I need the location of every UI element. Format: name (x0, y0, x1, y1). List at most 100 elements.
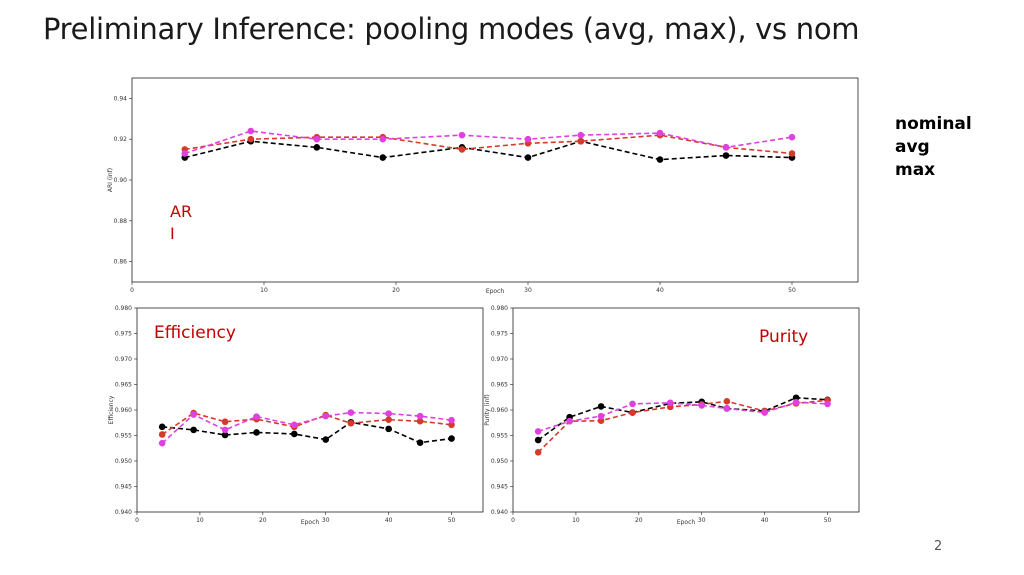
legend-max: max (895, 160, 936, 180)
efficiency-ylabel: Efficiency (108, 395, 115, 424)
purity-ytick-label: 0.980 (491, 305, 508, 312)
purity-ytick-label: 0.945 (491, 484, 508, 491)
efficiency-ytick-label: 0.945 (115, 484, 132, 491)
purity-chart: 0 10 20 30 40 50 0.940 0.945 0.950 0.955 0.960 0.96… (484, 302, 864, 530)
ari-line-avg (184, 130, 793, 155)
ari-point-max (458, 146, 466, 153)
purity-ytick-label: 0.960 (491, 407, 508, 414)
efficiency-ytick-label: 0.955 (115, 433, 132, 440)
ari-xtick-label: 50 (788, 287, 796, 294)
purity-point-max (534, 449, 542, 456)
purity-point-nominal (597, 403, 605, 410)
efficiency-point-nominal (253, 429, 260, 436)
efficiency-ytick-label: 0.980 (115, 305, 132, 312)
efficiency-ytick-label: 0.960 (115, 407, 132, 414)
efficiency-point-nominal (158, 423, 166, 431)
ari-point-avg (247, 127, 255, 135)
ari-point-max (577, 137, 585, 145)
ari-ytick-label: 0.86 (114, 259, 128, 266)
purity-point-avg (566, 417, 573, 425)
purity-point-avg (666, 399, 674, 407)
efficiency-label: Efficiency (154, 323, 236, 343)
efficiency-point-max (347, 419, 355, 427)
ari-ytick-label: 0.92 (114, 136, 128, 143)
efficiency-ytick-label: 0.965 (115, 382, 132, 389)
purity-svg: 0 10 20 30 40 50 0.940 0.945 0.950 0.955 0.960 0.96… (484, 305, 860, 526)
efficiency-point-nominal (385, 425, 392, 433)
ari-point-avg (313, 135, 321, 143)
legend: nominal avg max (895, 113, 972, 182)
purity-point-max (629, 409, 636, 416)
efficiency-point-avg (385, 410, 392, 417)
efficiency-ytick-label: 0.950 (115, 458, 132, 465)
efficiency-xtick-label: 10 (196, 517, 204, 524)
purity-ylabel: Purity (inf) (484, 394, 491, 426)
purity-point-avg (761, 409, 768, 416)
efficiency-xtick-label: 0 (135, 517, 139, 524)
purity-point-avg (597, 412, 605, 420)
legend-nominal: nominal (895, 114, 972, 134)
ari-svg: 0 10 20 30 40 50 0.86 0.88 0.90 0.92 0.94 Epoch ARI … (107, 77, 859, 295)
efficiency-point-nominal (290, 430, 298, 438)
efficiency-point-nominal (448, 435, 455, 442)
purity-xlabel: Epoch (677, 519, 696, 526)
ari-point-nominal (524, 154, 532, 161)
efficiency-xtick-label: 20 (259, 517, 267, 524)
purity-point-avg (723, 405, 731, 412)
ari-ylabel: ARI (inf) (107, 168, 114, 192)
efficiency-xtick-label: 50 (448, 517, 456, 524)
efficiency-point-nominal (190, 426, 197, 434)
efficiency-point-max (416, 417, 424, 425)
purity-point-avg (824, 400, 831, 408)
purity-ytick-label: 0.965 (491, 382, 508, 389)
purity-xtick-label: 20 (635, 517, 643, 524)
ari-xtick-label: 10 (260, 287, 268, 294)
efficiency-xlabel: Epoch (301, 519, 320, 526)
efficiency-point-avg (190, 411, 197, 418)
purity-xtick-label: 30 (698, 517, 706, 524)
purity-ytick-label: 0.955 (491, 433, 508, 440)
ari-point-avg (722, 144, 730, 151)
legend-avg: avg (895, 137, 930, 157)
ari-point-avg (788, 133, 796, 141)
ari-line-max (184, 134, 793, 155)
ari-ytick-label: 0.94 (114, 95, 128, 102)
efficiency-point-max (448, 421, 455, 429)
efficiency-point-max (385, 416, 392, 423)
ari-point-avg (577, 131, 585, 139)
ari-point-nominal (379, 154, 387, 161)
purity-line-avg (537, 401, 828, 433)
ari-point-nominal (313, 144, 321, 151)
efficiency-point-max (221, 418, 229, 426)
efficiency-point-avg (290, 421, 298, 429)
ari-point-avg (656, 129, 664, 137)
efficiency-svg: 0 10 20 30 40 50 0.940 0.945 0.950 0.955 0.960 0.96… (108, 305, 484, 526)
slide-title: Preliminary Inference: pooling modes (av… (43, 12, 860, 46)
purity-point-max (597, 417, 605, 425)
efficiency-point-avg (322, 412, 330, 420)
purity-point-avg (698, 402, 706, 409)
efficiency-ytick-label: 0.940 (115, 509, 132, 516)
purity-ytick-label: 0.975 (491, 331, 508, 338)
purity-line-max (537, 399, 828, 453)
efficiency-point-max (158, 431, 166, 438)
ari-point-avg (524, 135, 532, 143)
ari-xtick-label: 40 (656, 287, 664, 294)
ari-point-max (247, 135, 255, 143)
efficiency-point-nominal (322, 436, 330, 443)
purity-label: Purity (759, 327, 809, 347)
page-number: 2 (934, 539, 943, 554)
ari-line-nominal (184, 140, 793, 161)
efficiency-point-avg (221, 426, 229, 434)
purity-xtick-label: 50 (824, 517, 832, 524)
purity-xtick-label: 10 (572, 517, 580, 524)
efficiency-point-avg (448, 416, 455, 424)
ari-xtick-label: 0 (130, 287, 134, 294)
ari-label: AR I (170, 202, 193, 243)
ari-point-avg (458, 131, 466, 139)
efficiency-point-nominal (416, 439, 424, 446)
efficiency-ytick-label: 0.970 (115, 356, 132, 363)
purity-ytick-label: 0.940 (491, 509, 508, 516)
efficiency-point-avg (347, 409, 355, 416)
efficiency-xtick-label: 30 (322, 517, 330, 524)
